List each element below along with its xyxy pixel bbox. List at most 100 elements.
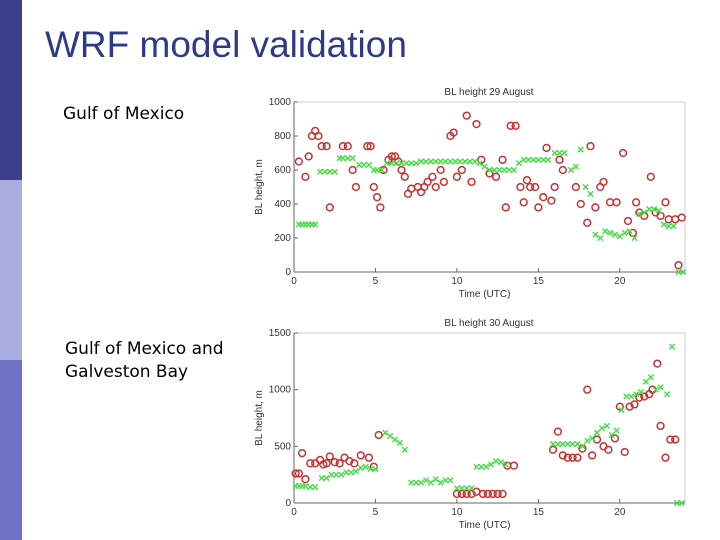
series-model	[295, 146, 687, 276]
y-tick-label: 800	[274, 131, 291, 142]
model-point-stroke-b	[461, 158, 469, 165]
model-point-stroke-b	[569, 440, 576, 448]
chart-ylabel: BL height, m	[254, 159, 265, 215]
model-point	[312, 484, 319, 491]
model-point-stroke-b	[510, 166, 518, 174]
model-point-stroke-b	[321, 168, 329, 175]
observed-point	[506, 121, 515, 130]
model-point	[608, 431, 615, 439]
observed-point	[376, 203, 385, 212]
observed-point	[291, 469, 300, 478]
model-point-stroke-b	[417, 158, 425, 165]
observed-point	[472, 119, 481, 129]
model-point-stroke-b	[626, 228, 633, 235]
observed-point	[553, 427, 563, 436]
model-point-stroke-b	[427, 158, 434, 165]
model-point	[447, 158, 454, 165]
model-point	[383, 160, 390, 167]
model-point	[356, 161, 363, 168]
model-point	[393, 160, 400, 167]
label-gulf-of-mexico: Gulf of Mexico	[63, 103, 184, 126]
observed-point	[563, 453, 572, 462]
model-point	[501, 166, 508, 174]
model-point	[339, 155, 346, 162]
model-point	[603, 422, 610, 430]
model-point	[598, 425, 606, 432]
model-point-stroke-b	[636, 211, 643, 218]
observed-point	[666, 435, 675, 444]
x-tick-label: 15	[533, 276, 545, 287]
model-point	[486, 166, 493, 174]
model-point	[476, 160, 483, 167]
observed-point	[452, 172, 462, 181]
observed-point	[467, 177, 476, 187]
model-point-stroke-b	[312, 484, 319, 491]
model-point	[579, 443, 586, 450]
model-point	[349, 155, 356, 162]
model-point	[388, 160, 395, 167]
model-point-stroke-b	[496, 166, 503, 174]
model-point-stroke-b	[680, 268, 687, 276]
model-point-stroke-b	[556, 149, 563, 157]
model-point	[665, 223, 672, 230]
chart-title: BL height 30 August	[444, 318, 533, 329]
model-point	[613, 427, 620, 434]
model-point	[398, 160, 405, 167]
model-point	[515, 160, 522, 167]
model-point-stroke-b	[367, 465, 374, 473]
observed-point	[491, 172, 501, 181]
model-point-stroke-b	[670, 223, 677, 230]
model-point	[592, 231, 599, 238]
model-point	[618, 406, 625, 414]
observed-point	[677, 213, 686, 222]
observed-point	[364, 453, 374, 462]
model-point-stroke-b	[471, 158, 478, 165]
model-point	[597, 234, 604, 242]
model-point	[633, 391, 640, 398]
observed-point	[348, 165, 357, 175]
model-point	[481, 163, 488, 170]
observed-point	[428, 172, 437, 181]
observed-point	[379, 165, 388, 175]
model-point	[318, 474, 325, 482]
model-point-stroke-b	[357, 464, 364, 471]
chart-xlabel: Time (UTC)	[459, 289, 511, 300]
model-point	[312, 221, 319, 228]
observed-point	[620, 447, 629, 457]
model-point	[360, 161, 368, 168]
model-point	[461, 158, 469, 165]
model-point	[582, 183, 589, 191]
observed-point	[400, 172, 409, 181]
observed-point	[294, 157, 304, 166]
model-point	[540, 156, 547, 163]
model-point-stroke-b	[647, 374, 654, 381]
model-point-stroke-b	[362, 463, 369, 470]
model-point	[357, 464, 364, 471]
model-point	[422, 477, 430, 484]
model-point-stroke-b	[660, 221, 667, 228]
model-point-stroke-b	[668, 343, 676, 350]
model-point-stroke-b	[678, 499, 685, 507]
model-point-stroke-b	[663, 391, 671, 398]
x-tick-label: 5	[373, 507, 379, 518]
model-point	[587, 190, 594, 197]
model-point-stroke-b	[602, 228, 609, 235]
model-point	[559, 440, 566, 448]
model-point	[646, 206, 653, 213]
model-point	[468, 485, 475, 492]
model-point-stroke-b	[365, 161, 373, 168]
model-point	[577, 146, 584, 153]
observed-point	[656, 421, 665, 431]
observed-point	[547, 196, 556, 205]
model-point	[396, 439, 403, 447]
model-point-stroke-b	[535, 156, 542, 163]
observed-point	[366, 142, 375, 151]
model-point	[556, 149, 563, 157]
model-point	[631, 234, 638, 242]
model-point-stroke-b	[657, 384, 664, 391]
observed-point	[306, 459, 315, 468]
observed-point	[488, 489, 497, 499]
model-point	[520, 156, 527, 163]
model-point	[642, 378, 649, 385]
model-point-stroke-b	[360, 161, 368, 168]
